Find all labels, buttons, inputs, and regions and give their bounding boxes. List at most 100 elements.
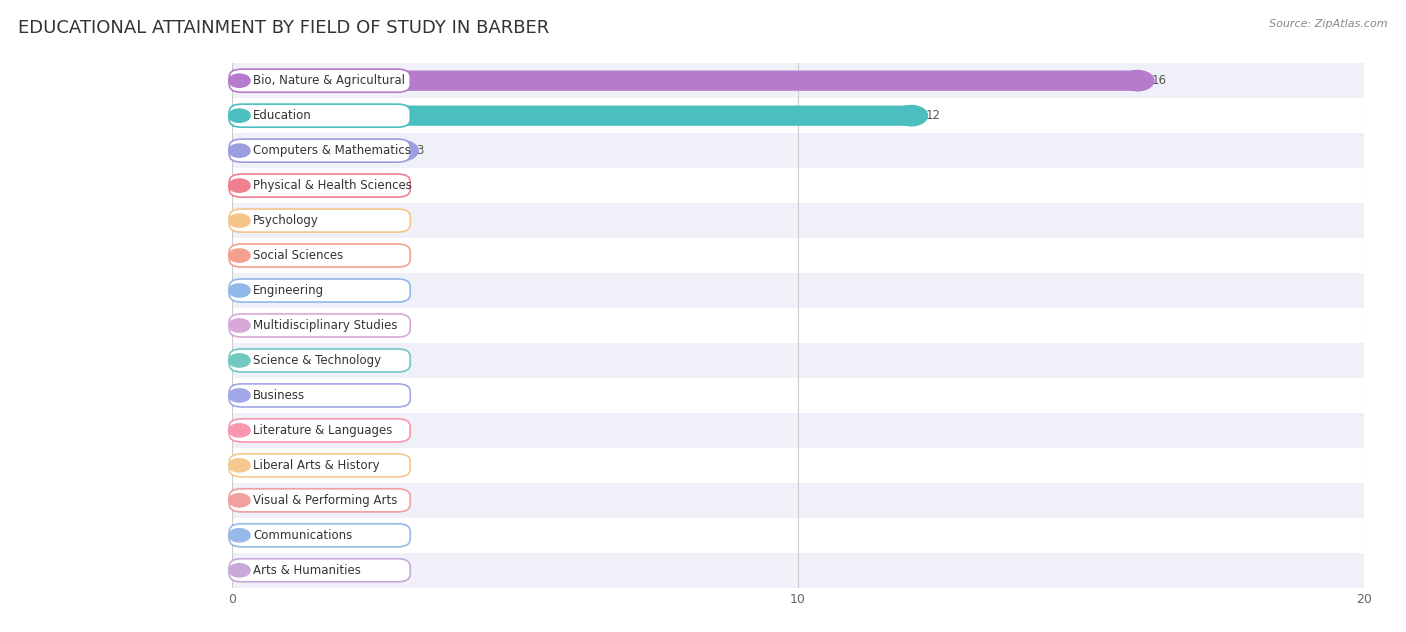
FancyBboxPatch shape [232,245,252,265]
FancyBboxPatch shape [232,490,252,511]
Circle shape [215,106,249,126]
Text: 0: 0 [274,179,281,192]
Circle shape [235,455,269,475]
Circle shape [235,245,269,265]
FancyBboxPatch shape [232,386,252,406]
FancyBboxPatch shape [229,489,411,512]
FancyBboxPatch shape [232,210,252,231]
Circle shape [215,350,249,370]
FancyBboxPatch shape [229,349,411,372]
Circle shape [215,420,249,441]
FancyBboxPatch shape [232,63,1364,98]
Text: Communications: Communications [253,529,352,542]
FancyBboxPatch shape [232,203,1364,238]
Circle shape [229,423,250,437]
FancyBboxPatch shape [232,273,1364,308]
FancyBboxPatch shape [232,553,1364,588]
Circle shape [235,560,269,580]
FancyBboxPatch shape [232,106,911,126]
Text: 3: 3 [416,144,423,157]
Circle shape [229,214,250,228]
Text: Multidisciplinary Studies: Multidisciplinary Studies [253,319,398,332]
Text: Computers & Mathematics: Computers & Mathematics [253,144,411,157]
Text: 0: 0 [274,284,281,297]
Text: 0: 0 [274,494,281,507]
Text: Source: ZipAtlas.com: Source: ZipAtlas.com [1270,19,1388,29]
Circle shape [215,315,249,336]
Text: Arts & Humanities: Arts & Humanities [253,564,361,577]
FancyBboxPatch shape [232,281,252,301]
Text: 0: 0 [274,249,281,262]
Text: Engineering: Engineering [253,284,323,297]
Circle shape [229,179,250,192]
Circle shape [235,490,269,511]
Text: 0: 0 [274,459,281,472]
FancyBboxPatch shape [232,343,1364,378]
Text: 0: 0 [274,424,281,437]
FancyBboxPatch shape [232,308,1364,343]
FancyBboxPatch shape [232,140,402,161]
FancyBboxPatch shape [229,279,411,302]
Circle shape [229,284,250,297]
Circle shape [215,245,249,265]
FancyBboxPatch shape [229,454,411,477]
FancyBboxPatch shape [229,174,411,197]
Circle shape [1121,71,1154,91]
FancyBboxPatch shape [229,69,411,92]
FancyBboxPatch shape [232,378,1364,413]
Circle shape [235,315,269,336]
FancyBboxPatch shape [232,71,1137,91]
Text: Science & Technology: Science & Technology [253,354,381,367]
Text: Education: Education [253,109,312,122]
Circle shape [229,144,250,157]
FancyBboxPatch shape [232,518,1364,553]
FancyBboxPatch shape [232,315,252,336]
Text: EDUCATIONAL ATTAINMENT BY FIELD OF STUDY IN BARBER: EDUCATIONAL ATTAINMENT BY FIELD OF STUDY… [18,19,550,37]
Text: 16: 16 [1152,74,1167,87]
FancyBboxPatch shape [229,244,411,267]
FancyBboxPatch shape [229,524,411,547]
Circle shape [229,249,250,262]
Circle shape [235,386,269,406]
Text: Visual & Performing Arts: Visual & Performing Arts [253,494,398,507]
Circle shape [215,140,249,161]
Circle shape [894,106,928,126]
Text: 12: 12 [925,109,941,122]
Circle shape [215,386,249,406]
Text: Liberal Arts & History: Liberal Arts & History [253,459,380,472]
Circle shape [215,525,249,545]
Circle shape [215,71,249,91]
Circle shape [215,176,249,196]
Circle shape [229,459,250,472]
Text: 0: 0 [274,354,281,367]
Text: Physical & Health Sciences: Physical & Health Sciences [253,179,412,192]
Text: 0: 0 [274,214,281,227]
Circle shape [235,281,269,301]
Circle shape [229,354,250,367]
Text: Business: Business [253,389,305,402]
Text: Bio, Nature & Agricultural: Bio, Nature & Agricultural [253,74,405,87]
FancyBboxPatch shape [229,314,411,337]
FancyBboxPatch shape [229,104,411,127]
Text: 0: 0 [274,389,281,402]
Circle shape [235,525,269,545]
Circle shape [235,210,269,231]
FancyBboxPatch shape [232,560,252,580]
Circle shape [215,210,249,231]
FancyBboxPatch shape [229,139,411,162]
Circle shape [229,494,250,507]
FancyBboxPatch shape [232,413,1364,448]
Circle shape [229,389,250,402]
FancyBboxPatch shape [232,483,1364,518]
Circle shape [235,350,269,370]
Text: 0: 0 [274,564,281,577]
Circle shape [229,564,250,577]
FancyBboxPatch shape [232,525,252,545]
Text: 0: 0 [274,319,281,332]
Text: 0: 0 [274,529,281,542]
Text: Social Sciences: Social Sciences [253,249,343,262]
FancyBboxPatch shape [229,419,411,442]
Text: Psychology: Psychology [253,214,319,227]
Circle shape [215,455,249,475]
FancyBboxPatch shape [229,209,411,232]
